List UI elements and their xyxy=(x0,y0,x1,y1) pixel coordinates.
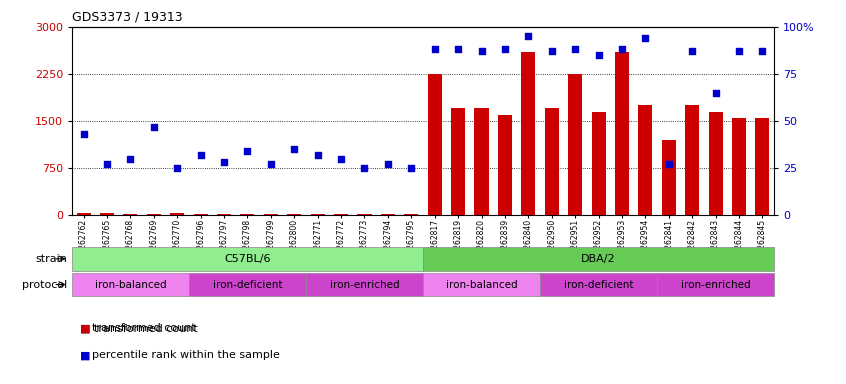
Point xyxy=(77,131,91,137)
Text: iron-balanced: iron-balanced xyxy=(446,280,517,290)
Bar xyxy=(217,214,231,215)
Bar xyxy=(428,74,442,215)
Bar xyxy=(657,273,774,296)
Bar xyxy=(147,214,161,215)
Text: iron-balanced: iron-balanced xyxy=(95,280,166,290)
Bar xyxy=(423,247,774,271)
Point xyxy=(100,161,113,167)
Bar xyxy=(540,273,657,296)
Bar xyxy=(72,273,189,296)
Bar xyxy=(451,108,465,215)
Text: ■: ■ xyxy=(80,323,91,333)
Bar xyxy=(755,118,769,215)
Text: strain: strain xyxy=(36,254,68,264)
Point xyxy=(475,48,488,55)
Point xyxy=(194,152,207,158)
Bar xyxy=(591,112,606,215)
Bar xyxy=(240,214,255,215)
Bar xyxy=(334,214,348,215)
Bar xyxy=(569,74,582,215)
Text: C57BL/6: C57BL/6 xyxy=(224,254,271,264)
Point xyxy=(569,46,582,53)
Bar xyxy=(358,214,371,215)
Point xyxy=(521,33,536,40)
Point xyxy=(404,165,418,171)
Point xyxy=(358,165,371,171)
Point xyxy=(498,46,512,53)
Bar xyxy=(498,115,512,215)
Bar xyxy=(124,214,137,215)
Bar xyxy=(423,273,540,296)
Bar xyxy=(381,214,395,215)
Point xyxy=(591,52,605,58)
Bar xyxy=(475,108,488,215)
Text: ■ transformed count: ■ transformed count xyxy=(80,323,198,333)
Text: percentile rank within the sample: percentile rank within the sample xyxy=(92,350,280,360)
Point xyxy=(755,48,769,55)
Text: iron-enriched: iron-enriched xyxy=(330,280,399,290)
Bar xyxy=(545,108,558,215)
Text: DBA/2: DBA/2 xyxy=(581,254,616,264)
Bar xyxy=(170,214,184,215)
Point xyxy=(615,46,629,53)
Text: ■: ■ xyxy=(80,350,91,360)
Text: iron-deficient: iron-deficient xyxy=(212,280,283,290)
Text: iron-enriched: iron-enriched xyxy=(681,280,750,290)
Text: GDS3373 / 19313: GDS3373 / 19313 xyxy=(72,10,183,23)
Bar xyxy=(615,52,629,215)
Text: transformed count: transformed count xyxy=(92,323,196,333)
Bar xyxy=(685,105,699,215)
Point xyxy=(639,35,652,41)
Bar xyxy=(288,214,301,215)
Point xyxy=(147,124,161,130)
Point xyxy=(733,48,746,55)
Bar xyxy=(709,112,722,215)
Bar xyxy=(194,214,207,215)
Point xyxy=(217,159,231,166)
Point xyxy=(545,48,558,55)
Bar xyxy=(662,140,676,215)
Bar xyxy=(521,52,536,215)
Point xyxy=(264,161,277,167)
Point xyxy=(685,48,699,55)
Text: protocol: protocol xyxy=(23,280,68,290)
Point xyxy=(288,146,301,152)
Point xyxy=(452,46,465,53)
Bar xyxy=(189,273,306,296)
Bar xyxy=(404,214,418,215)
Point xyxy=(170,165,184,171)
Bar xyxy=(310,214,325,215)
Point xyxy=(662,161,675,167)
Bar xyxy=(732,118,746,215)
Bar xyxy=(72,247,423,271)
Point xyxy=(124,156,137,162)
Bar xyxy=(306,273,423,296)
Point xyxy=(311,152,325,158)
Point xyxy=(334,156,348,162)
Point xyxy=(381,161,394,167)
Point xyxy=(428,46,442,53)
Bar xyxy=(639,105,652,215)
Text: iron-deficient: iron-deficient xyxy=(563,280,634,290)
Bar xyxy=(77,213,91,215)
Bar xyxy=(100,214,114,215)
Point xyxy=(240,148,254,154)
Point xyxy=(709,90,722,96)
Bar xyxy=(264,214,277,215)
